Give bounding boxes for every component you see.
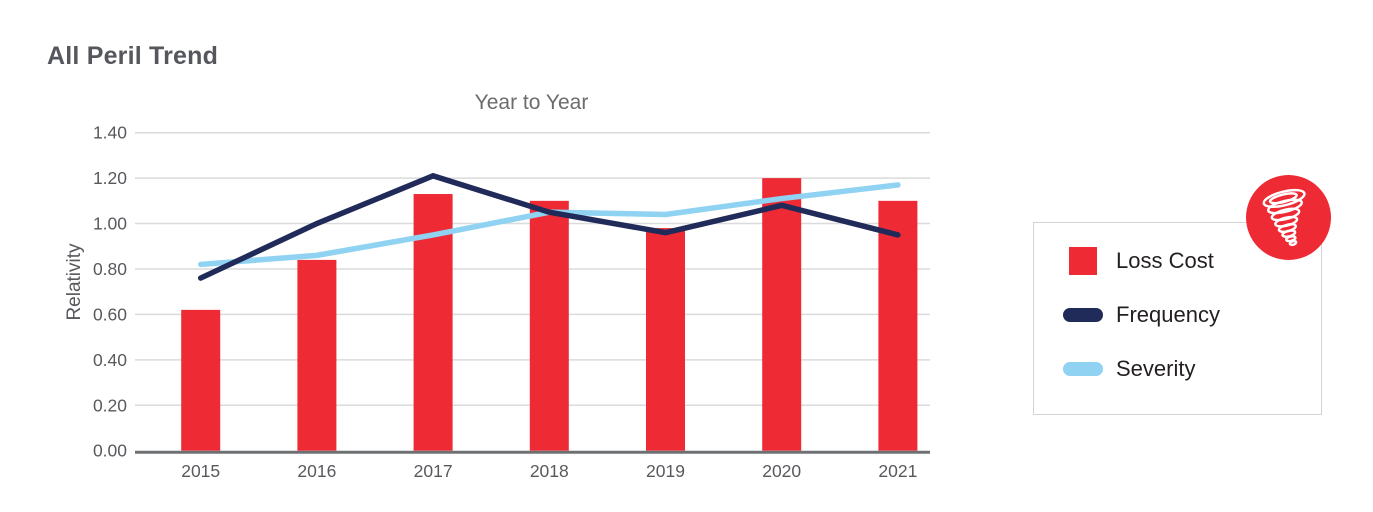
x-tick-label: 2016	[297, 461, 336, 481]
peril-badge	[1246, 175, 1331, 260]
legend-label: Frequency	[1116, 302, 1220, 327]
x-tick-label: 2021	[878, 461, 917, 481]
legend-item-severity: Severity	[1063, 355, 1321, 383]
bar-2021	[878, 200, 918, 451]
loss-cost-swatch-col	[1063, 247, 1103, 275]
severity-swatch-col	[1063, 362, 1103, 376]
series-line-frequency	[197, 172, 901, 281]
y-tick-label: 0.00	[93, 441, 127, 461]
x-tick-label: 2018	[530, 461, 569, 481]
x-tick-label: 2015	[181, 461, 220, 481]
frequency-swatch	[1063, 308, 1103, 322]
x-tick-label: 2020	[762, 461, 801, 481]
legend-item-frequency: Frequency	[1063, 301, 1321, 329]
chart-title: Year to Year	[474, 91, 589, 114]
x-tick-label: 2019	[646, 461, 685, 481]
y-tick-label: 1.20	[93, 168, 127, 188]
page-title: All Peril Trend	[47, 42, 219, 70]
frequency-swatch-col	[1063, 308, 1103, 322]
y-tick-label: 1.40	[93, 123, 127, 143]
y-tick-label: 0.20	[93, 395, 127, 415]
tornado-icon	[1262, 188, 1306, 246]
y-tick-label: 0.80	[93, 259, 127, 279]
legend-label: Loss Cost	[1116, 248, 1214, 273]
bar-2019	[646, 228, 685, 451]
loss-cost-swatch	[1069, 247, 1097, 275]
y-tick-label: 0.60	[93, 304, 127, 324]
legend-label: Severity	[1116, 356, 1196, 381]
y-tick-label: 0.40	[93, 350, 127, 370]
severity-swatch	[1063, 362, 1103, 376]
bar-2015	[181, 309, 221, 451]
x-tick-label: 2017	[414, 461, 453, 481]
y-tick-label: 1.00	[93, 214, 127, 234]
bar-2018	[529, 200, 569, 451]
bar-2020	[762, 178, 802, 451]
bar-2016	[297, 259, 337, 451]
legend-item-loss-cost: Loss Cost	[1063, 247, 1321, 275]
